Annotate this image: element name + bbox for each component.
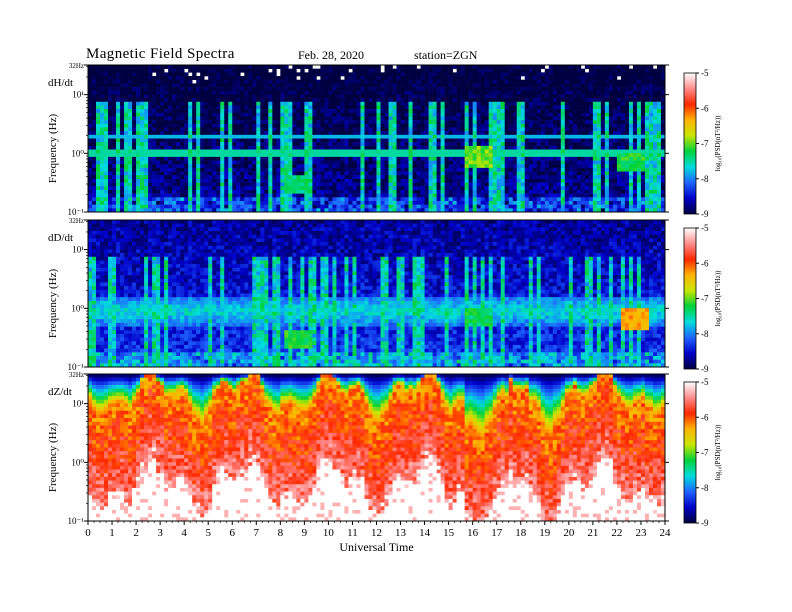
panel-1: dD/dt 32Hz 10¹ 10⁰ 10⁻¹ Frequency (Hz) -5 -6 -7 -… [47,217,722,374]
colorbar-tick-label: -6 [701,412,709,422]
x-tick-label: 4 [181,527,187,539]
panel-frame [87,64,666,213]
x-tick-label: 22 [611,527,622,539]
x-tick-label: 16 [467,527,479,539]
x-tick-label: 6 [230,527,236,539]
x-tick-label: 23 [635,527,647,539]
x-tick-label: 20 [563,527,575,539]
colorbar-tick-label: -9 [701,364,709,374]
colorbar-tick-label: -6 [701,258,709,268]
x-tick-label: 11 [347,527,358,539]
colorbar-tick-label: -7 [701,448,709,458]
x-tick-label: 12 [371,527,382,539]
y-tick-label: 10⁰ [71,457,84,467]
y-tick-label: 32Hz [69,217,84,225]
colorbar-label: log₁₀(PSD(nT²/Hz)) [714,424,722,481]
colorbar [683,72,697,215]
y-axis-label: Frequency (Hz) [47,423,59,493]
colorbar-tick-label: -6 [701,103,709,113]
y-tick-label: 10⁰ [71,148,84,158]
colorbar-tick-label: -5 [701,377,709,387]
x-tick-label: 3 [157,527,163,539]
y-tick-label: 32Hz [69,62,84,70]
x-tick-label: 0 [85,527,91,539]
x-tick-label: 13 [395,527,407,539]
colorbar-tick-label: -8 [701,329,709,339]
panel-0: dH/dt 32Hz 10¹ 10⁰ 10⁻¹ Frequency (Hz) -5 -6 -7 -… [47,62,722,219]
x-tick-label: 21 [587,527,598,539]
colorbar-tick-label: -5 [701,68,709,78]
y-axis-label: Frequency (Hz) [47,269,59,339]
y-tick-label: 10¹ [72,399,84,409]
y-tick-label: 10⁻¹ [68,516,85,526]
date-label: Feb. 28, 2020 [298,48,364,62]
panel-label: dD/dt [48,232,73,244]
x-tick-label: 18 [515,527,527,539]
colorbar [683,227,697,370]
spectrogram-cells [88,374,666,522]
chart-title: Magnetic Field Spectra [86,46,235,62]
colorbar-tick-label: -8 [701,483,709,493]
x-tick-label: 9 [302,527,308,539]
spectrogram-cells [88,220,666,368]
panel-frame [87,219,666,368]
colorbar-tick-label: -9 [701,518,709,528]
colorbar-tick-label: -8 [701,174,709,184]
panel-2: dZ/dt 32Hz 10¹ 10⁰ 10⁻¹ Frequency (Hz) -5 -6 -7 -… [47,371,722,528]
x-tick-label: 2 [133,527,139,539]
x-tick-label: 5 [205,527,211,539]
panel-label: dH/dt [48,77,73,89]
x-tick-label: 10 [323,527,335,539]
x-tick-label: 19 [539,527,551,539]
y-tick-label: 10⁰ [71,303,84,313]
colorbar-tick-label: -9 [701,209,709,219]
colorbar-label: log₁₀(PSD(nT²/Hz)) [714,115,722,172]
y-tick-label: 10⁻¹ [68,207,85,217]
x-tick-label: 7 [254,527,260,539]
panel-label: dZ/dt [48,386,72,398]
x-tick-label: 24 [660,527,672,539]
x-tick-label: 8 [278,527,284,539]
x-axis-label: Universal Time [339,540,413,554]
y-tick-label: 10¹ [72,245,84,255]
y-axis-label: Frequency (Hz) [47,114,59,184]
colorbar-label: log₁₀(PSD(nT²/Hz)) [714,270,722,327]
x-tick-label: 1 [109,527,115,539]
colorbar-tick-label: -5 [701,223,709,233]
station-label: station=ZGN [414,48,478,62]
y-tick-label: 32Hz [69,371,84,379]
colorbar-tick-label: -7 [701,139,709,149]
colorbar-tick-label: -7 [701,294,709,304]
colorbar [683,381,697,524]
x-tick-label: 15 [443,527,455,539]
spectrogram-cells [88,65,666,213]
x-tick-label: 17 [491,527,503,539]
y-tick-label: 10⁻¹ [68,362,85,372]
x-tick-label: 14 [419,527,431,539]
y-tick-label: 10¹ [72,90,84,100]
